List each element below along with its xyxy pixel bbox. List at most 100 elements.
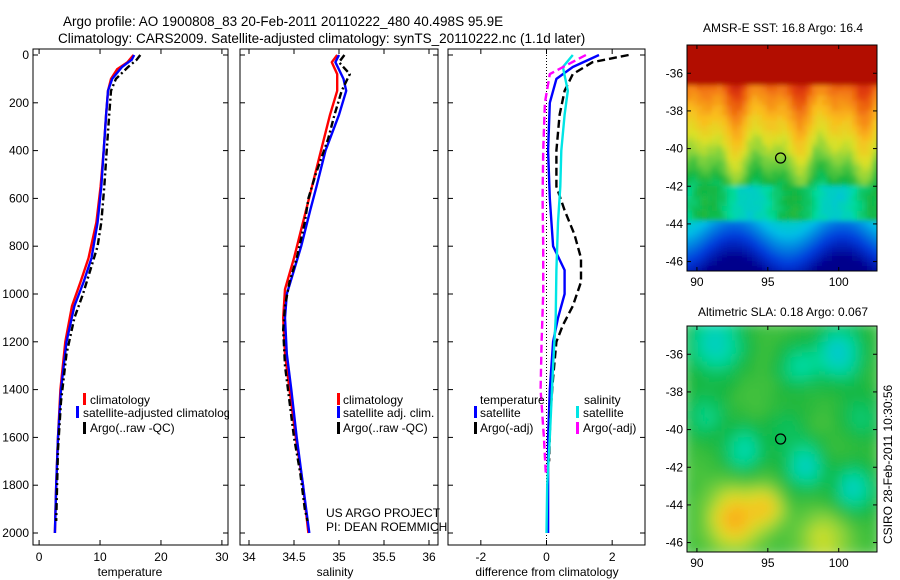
y-tick-label: 800 [9,239,29,253]
x-tick-label: 34.5 [282,550,306,564]
map-x-tick-label: 90 [690,275,704,289]
series-line-temperature-satellite [546,53,600,533]
x-tick-label: -2 [475,550,486,564]
salinity-chart: 34 34.5 35 35.5 36 [240,49,438,564]
y-tick-label: 200 [9,96,29,110]
sla-map: 90 95 100 -36 -38 -40 -42 -44 -46 [666,326,877,570]
argo-location-marker [774,152,787,164]
y-tick-label: 1200 [2,335,29,349]
x-tick-label: 0 [543,550,550,564]
map-y-tick-label: -42 [666,179,684,193]
x-tick-label: 35.5 [372,550,396,564]
map-x-tick-label: 95 [761,556,775,570]
x-tick-label: 30 [215,550,229,564]
map-y-tick-label: -36 [666,347,684,361]
map-field [687,45,877,271]
map-y-tick-label: -46 [666,536,684,550]
map-x-tick-label: 100 [829,556,849,570]
legend-label-satellite: satellite adj. clim. [343,406,434,420]
legend-swatch-climatology [83,393,86,405]
credit-pi: PI: DEAN ROEMMICH [326,520,447,534]
x-tick-label: 36 [422,550,436,564]
map-y-tick-label: -44 [666,498,684,512]
y-tick-label: 1400 [2,383,29,397]
series-line-salinity-argo-adj [539,53,587,474]
y-tick-label: 1000 [2,287,29,301]
legend-swatch-argo [83,422,86,434]
legend-label-satellite: satellite-adjusted climatology [83,406,236,420]
legend-label-climatology: climatology [343,393,403,407]
figure-title-line2: Climatology: CARS2009. Satellite-adjuste… [58,31,585,46]
legend-swatch-sal-satellite [576,406,579,418]
y-tick-label: 1800 [2,478,29,492]
map-y-tick-label: -38 [666,385,684,399]
legend-header-salinity: salinity [584,393,621,407]
x-tick-label: 10 [93,550,107,564]
sla-map-title: Altimetric SLA: 0.18 Argo: 0.067 [698,305,868,319]
legend-swatch-satellite [337,406,340,418]
map-y-tick-label: -46 [666,255,684,269]
sst-map-frame [686,44,878,272]
series-line-argo-raw-qc [282,54,351,522]
map-field [687,326,877,552]
map-y-tick-label: -38 [666,104,684,118]
temperature-axes-frame [32,48,229,546]
legend-swatch-climatology [337,393,340,405]
salinity-axes-frame [239,48,439,546]
x-tick-label: 34 [242,550,256,564]
series-line-satellite-adj-clim [283,54,348,534]
map-y-tick-label: -44 [666,217,684,231]
map-x-tick-label: 100 [829,275,849,289]
map-x-tick-label: 90 [690,556,704,570]
legend-label-sal-satellite: satellite [583,406,624,420]
sst-map: 90 95 100 -36 -38 -40 -42 -44 -46 [666,45,877,289]
salinity-legend: climatology satellite adj. clim. Argo(..… [337,393,434,435]
series-line-satellite-adjusted-climatology [53,54,136,534]
map-x-tick-label: 95 [761,275,775,289]
y-tick-label: 0 [22,48,29,62]
legend-label-argo: Argo(..raw -QC) [343,421,428,435]
legend-label-climatology: climatology [90,393,150,407]
map-y-tick-label: -40 [666,142,684,156]
argo-location-marker [774,433,787,445]
x-tick-label: 2 [609,550,616,564]
legend-swatch-satellite [76,406,79,418]
series-line-salinity-satellite [545,54,574,534]
legend-swatch-sal-argo [576,422,579,434]
legend-swatch-argo [337,422,340,434]
credit-side: CSIRO 28-Feb-2011 10:30:56 [881,384,895,544]
difference-chart: -2 0 2 [448,49,645,564]
series-line-climatology [53,54,135,534]
temperature-xlabel: temperature [98,565,163,579]
legend-swatch-temp-satellite [474,406,477,418]
series-line-climatology [282,54,339,534]
sla-map-frame [686,325,878,553]
series-line-argo-raw-qc [55,54,142,522]
x-tick-label: 0 [36,550,43,564]
legend-swatch-temp-argo [474,422,477,434]
y-tick-label: 400 [9,144,29,158]
figure-title-line1: Argo profile: AO 1900808_83 20-Feb-2011 … [63,14,503,29]
y-tick-label: 1600 [2,430,29,444]
map-y-tick-label: -36 [666,66,684,80]
y-tick-label: 2000 [2,526,29,540]
credit-project: US ARGO PROJECT [326,506,441,520]
y-tick-label: 600 [9,191,29,205]
map-y-tick-label: -42 [666,460,684,474]
legend-label-sal-argo: Argo(-adj) [583,421,636,435]
salinity-xlabel: salinity [317,565,354,579]
x-tick-label: 35 [332,550,346,564]
legend-label-temp-satellite: satellite [480,406,521,420]
legend-label-temp-argo: Argo(-adj) [480,421,533,435]
x-tick-label: 20 [154,550,168,564]
temperature-legend: climatology satellite-adjusted climatolo… [76,393,236,435]
difference-legend: temperature salinity satellite Argo(-adj… [474,393,636,435]
sst-map-title: AMSR-E SST: 16.8 Argo: 16.4 [703,21,863,35]
legend-label-argo: Argo(..raw -QC) [90,421,175,435]
difference-xlabel: difference from climatology [475,565,618,579]
map-y-tick-label: -40 [666,423,684,437]
temperature-chart: 0 10 20 30 0 200 400 600 800 1000 1200 1400 1600 1800… [2,48,229,564]
legend-header-temperature: temperature [480,393,545,407]
legend-overflow-mask [229,405,239,421]
